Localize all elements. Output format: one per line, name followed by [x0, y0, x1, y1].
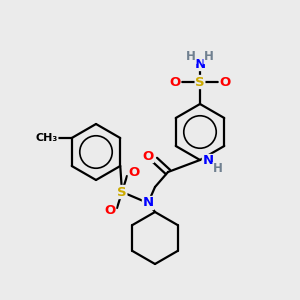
- Text: O: O: [169, 76, 181, 88]
- Text: O: O: [219, 76, 231, 88]
- Text: O: O: [104, 205, 116, 218]
- Text: O: O: [128, 167, 140, 179]
- Text: H: H: [186, 50, 196, 64]
- Text: H: H: [204, 50, 214, 64]
- Text: S: S: [195, 76, 205, 88]
- Text: O: O: [142, 149, 154, 163]
- Text: N: N: [194, 58, 206, 70]
- Text: CH₃: CH₃: [36, 133, 58, 143]
- Text: H: H: [213, 163, 223, 176]
- Text: N: N: [142, 196, 154, 209]
- Text: S: S: [117, 185, 127, 199]
- Text: N: N: [202, 154, 214, 167]
